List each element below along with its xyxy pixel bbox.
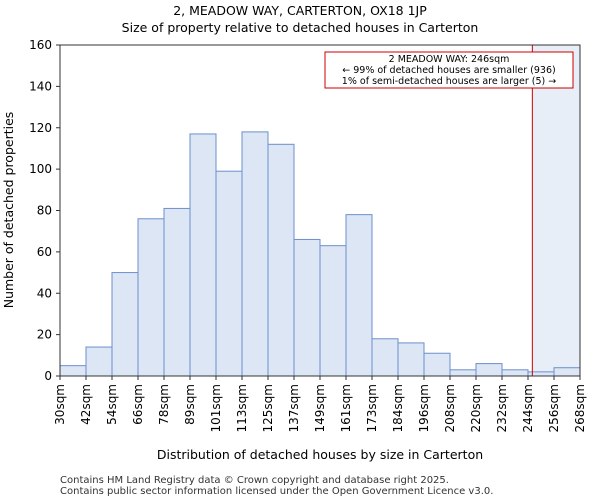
- x-tick-label: 232sqm: [495, 384, 509, 432]
- y-tick-label: 160: [29, 38, 52, 52]
- bar: [345, 214, 373, 377]
- bar: [137, 218, 165, 377]
- x-axis-label: Distribution of detached houses by size …: [157, 447, 483, 462]
- bar: [553, 367, 581, 377]
- x-tick-label: 196sqm: [417, 384, 431, 432]
- bar: [241, 131, 269, 377]
- x-tick-label: 113sqm: [235, 384, 249, 432]
- y-tick-label: 120: [29, 121, 52, 135]
- y-tick-label: 100: [29, 162, 52, 176]
- bar: [423, 352, 451, 377]
- bar: [371, 338, 399, 377]
- x-tick-label: 208sqm: [443, 384, 457, 432]
- y-tick-label: 80: [37, 204, 52, 218]
- bar: [501, 369, 529, 377]
- y-tick-label: 0: [44, 369, 52, 383]
- highlight-region: [532, 45, 580, 376]
- bars: [59, 131, 581, 377]
- x-tick-label: 161sqm: [339, 384, 353, 432]
- x-tick-label: 173sqm: [365, 384, 379, 432]
- footer-line-2: Contains public sector information licen…: [60, 486, 493, 497]
- bar: [111, 272, 139, 377]
- footer-line-1: Contains HM Land Registry data © Crown c…: [60, 475, 449, 486]
- x-tick-label: 125sqm: [261, 384, 275, 432]
- bar: [163, 207, 191, 377]
- annotation-line-1: 2 MEADOW WAY: 246sqm: [389, 54, 510, 65]
- bar: [449, 369, 477, 377]
- bar: [293, 238, 321, 377]
- x-tick-label: 54sqm: [105, 384, 119, 425]
- x-tick-label: 66sqm: [131, 384, 145, 425]
- x-tick-label: 137sqm: [287, 384, 301, 432]
- x-tick-label: 149sqm: [313, 384, 327, 432]
- bar: [215, 170, 243, 377]
- y-tick-label: 140: [29, 79, 52, 93]
- y-tick-label: 60: [37, 245, 52, 259]
- bar: [267, 143, 295, 377]
- x-tick-label: 256sqm: [547, 384, 561, 432]
- y-axis-ticks: 0 20 40 60 80 100 120 140 160: [29, 38, 60, 383]
- bar: [189, 133, 217, 377]
- y-tick-label: 40: [37, 286, 52, 300]
- x-axis-ticks: 30sqm 42sqm 54sqm 66sqm 78sqm 89sqm 101sqm 113s…: [53, 376, 587, 432]
- chart-subtitle: Size of property relative to detached ho…: [122, 20, 479, 35]
- chart-title: 2, MEADOW WAY, CARTERTON, OX18 1JP: [173, 3, 427, 18]
- x-tick-label: 220sqm: [469, 384, 483, 432]
- x-tick-label: 30sqm: [53, 384, 67, 425]
- annotation-frame: [324, 51, 574, 89]
- bar: [59, 365, 87, 377]
- x-tick-label: 184sqm: [391, 384, 405, 432]
- x-tick-label: 42sqm: [79, 384, 93, 425]
- x-tick-label: 244sqm: [521, 384, 535, 432]
- annotation-box: 2 MEADOW WAY: 246sqm ← 99% of detached h…: [324, 51, 574, 89]
- x-tick-label: 268sqm: [573, 384, 587, 432]
- annotation-line-2: ← 99% of detached houses are smaller (93…: [342, 65, 555, 76]
- bar: [475, 363, 503, 377]
- x-tick-label: 78sqm: [157, 384, 171, 425]
- x-tick-label: 101sqm: [209, 384, 223, 432]
- bar: [319, 245, 347, 377]
- annotation-line-3: 1% of semi-detached houses are larger (5…: [342, 76, 556, 87]
- y-axis-label: Number of detached properties: [1, 112, 16, 309]
- bar: [85, 346, 113, 377]
- x-tick-label: 89sqm: [183, 384, 197, 425]
- y-tick-label: 20: [37, 328, 52, 342]
- bar: [397, 342, 425, 377]
